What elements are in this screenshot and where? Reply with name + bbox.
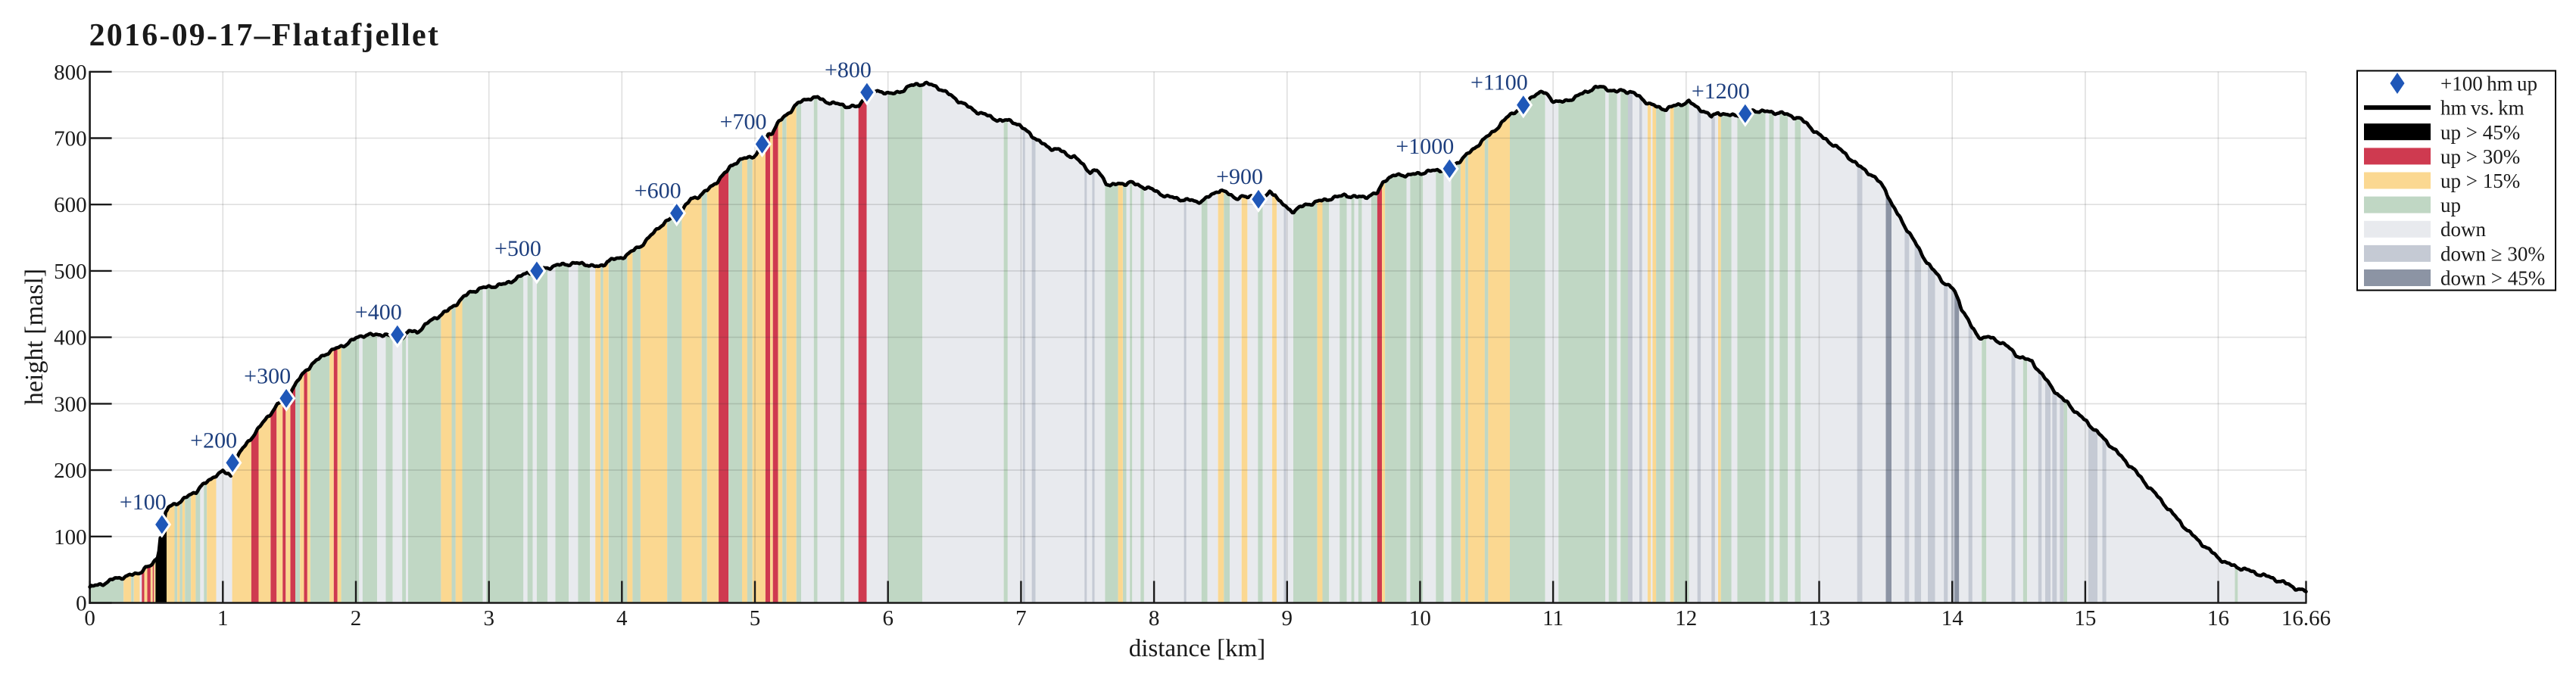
svg-text:+1100: +1100 [1470, 70, 1528, 95]
svg-text:up: up [2440, 194, 2461, 216]
svg-text:+600: +600 [635, 179, 681, 204]
svg-text:+100 hm up: +100 hm up [2440, 73, 2537, 95]
svg-text:4: 4 [616, 606, 628, 631]
svg-text:15: 15 [2074, 606, 2096, 631]
svg-text:+1000: +1000 [1396, 134, 1454, 159]
svg-text:+500: +500 [494, 236, 541, 261]
svg-text:500: 500 [54, 260, 87, 284]
svg-text:0: 0 [84, 606, 95, 631]
svg-text:height [masl]: height [masl] [20, 269, 48, 405]
svg-text:16: 16 [2207, 606, 2229, 631]
svg-text:+400: +400 [355, 300, 402, 325]
svg-text:hm vs. km: hm vs. km [2440, 97, 2525, 120]
svg-text:300: 300 [54, 392, 87, 416]
svg-text:13: 13 [1808, 606, 1830, 631]
svg-text:down: down [2440, 218, 2486, 241]
svg-text:200: 200 [54, 459, 87, 483]
svg-text:3: 3 [483, 606, 494, 631]
svg-text:8: 8 [1149, 606, 1160, 631]
svg-text:+800: +800 [825, 58, 872, 83]
svg-text:10: 10 [1409, 606, 1431, 631]
svg-text:up > 30%: up > 30% [2440, 145, 2520, 168]
svg-text:+100: +100 [120, 490, 167, 515]
svg-text:16.66: 16.66 [2281, 606, 2331, 631]
svg-text:+300: +300 [244, 363, 291, 388]
svg-text:up > 15%: up > 15% [2440, 170, 2520, 192]
svg-text:9: 9 [1282, 606, 1293, 631]
svg-text:11: 11 [1542, 606, 1564, 631]
svg-text:6: 6 [882, 606, 893, 631]
svg-text:2: 2 [351, 606, 362, 631]
svg-text:5: 5 [750, 606, 761, 631]
svg-text:down > 45%: down > 45% [2440, 267, 2545, 290]
svg-text:100: 100 [54, 525, 87, 550]
svg-text:0: 0 [76, 592, 87, 616]
svg-text:800: 800 [54, 61, 87, 85]
svg-text:up > 45%: up > 45% [2440, 121, 2520, 144]
svg-text:1: 1 [217, 606, 229, 631]
svg-text:400: 400 [54, 326, 87, 350]
svg-text:700: 700 [54, 127, 87, 151]
svg-text:distance [km]: distance [km] [1129, 635, 1266, 662]
svg-text:14: 14 [1941, 606, 1964, 631]
svg-text:+900: +900 [1216, 164, 1263, 189]
svg-text:+1200: +1200 [1692, 79, 1750, 104]
svg-text:+200: +200 [190, 428, 237, 453]
svg-text:7: 7 [1015, 606, 1027, 631]
svg-text:down ≥ 30%: down ≥ 30% [2440, 242, 2545, 265]
svg-text:600: 600 [54, 193, 87, 217]
svg-text:+700: +700 [720, 109, 767, 134]
svg-text:2016-09-17–Flatafjellet: 2016-09-17–Flatafjellet [89, 18, 440, 53]
svg-text:12: 12 [1675, 606, 1697, 631]
